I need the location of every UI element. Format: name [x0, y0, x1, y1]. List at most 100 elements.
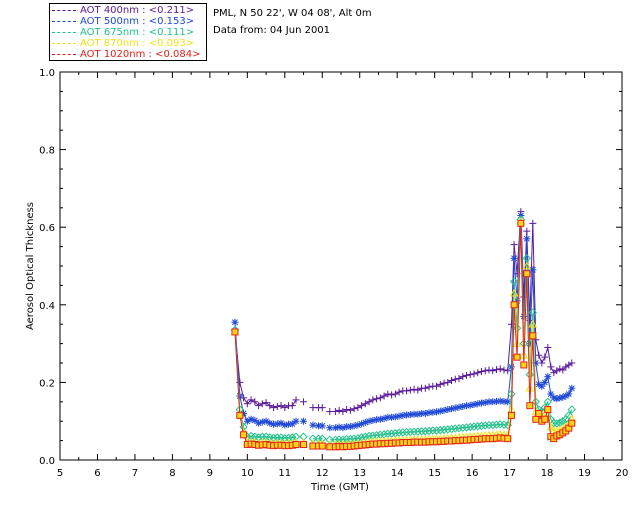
- data-point: [406, 411, 414, 419]
- data-point: [373, 395, 381, 403]
- data-point: [439, 425, 449, 434]
- data-point: [436, 380, 444, 388]
- data-point: [288, 420, 296, 428]
- data-point: [500, 397, 508, 405]
- data-point: [565, 390, 573, 398]
- data-point: [553, 367, 561, 375]
- data-point: [273, 433, 282, 442]
- data-point: [459, 373, 467, 381]
- data-point: [403, 411, 411, 419]
- data-point: [384, 390, 392, 398]
- legend-item-870nm: AOT 870nm : <0.093>: [52, 38, 194, 49]
- legend-label-400nm: AOT 400nm : <0.211>: [80, 5, 195, 16]
- data-point: [243, 417, 251, 425]
- data-point: [388, 391, 396, 399]
- data-point: [361, 400, 369, 408]
- data-point: [470, 370, 478, 378]
- data-point: [354, 404, 362, 412]
- data-point: [343, 406, 351, 414]
- x-tick-label: 11: [278, 468, 291, 479]
- data-point: [528, 319, 538, 328]
- data-point: [410, 410, 418, 418]
- data-point: [281, 421, 289, 429]
- data-point: [523, 227, 531, 235]
- data-point: [273, 420, 281, 428]
- data-point: [436, 407, 444, 415]
- data-point: [455, 375, 463, 383]
- data-point: [492, 397, 500, 405]
- data-point: [402, 427, 411, 437]
- data-point: [251, 398, 259, 406]
- data-point: [231, 328, 239, 336]
- data-point: [568, 419, 576, 427]
- data-point: [432, 426, 441, 435]
- data-point: [504, 367, 512, 375]
- data-point: [369, 416, 377, 424]
- data-point: [462, 423, 471, 432]
- data-point: [477, 421, 486, 431]
- data-point: [292, 440, 300, 448]
- data-point: [544, 406, 552, 414]
- data-point: [447, 424, 456, 434]
- date-text: Data from: 04 Jun 2001: [213, 25, 331, 36]
- data-point: [292, 396, 300, 404]
- x-tick-label: 7: [132, 468, 138, 479]
- data-point: [315, 422, 323, 430]
- data-point: [500, 366, 508, 374]
- data-point: [358, 402, 366, 410]
- data-point: [326, 443, 334, 451]
- data-point: [513, 353, 521, 361]
- data-point: [380, 414, 388, 422]
- data-point: [391, 413, 399, 421]
- data-point: [231, 318, 239, 326]
- data-point: [335, 406, 343, 414]
- data-point: [481, 367, 489, 375]
- y-tick-label: 0.2: [39, 378, 55, 389]
- data-point: [309, 421, 317, 429]
- data-point: [550, 369, 558, 377]
- x-axis-label: Time (GMT): [310, 482, 369, 493]
- data-point: [510, 241, 518, 249]
- data-point: [318, 422, 326, 430]
- data-point: [513, 297, 521, 305]
- data-point: [451, 375, 459, 383]
- data-point: [517, 219, 525, 227]
- data-point: [529, 219, 537, 227]
- data-point: [492, 420, 501, 429]
- data-point: [300, 440, 308, 448]
- data-point: [258, 418, 266, 426]
- data-point: [384, 413, 392, 421]
- data-point: [444, 406, 452, 414]
- x-tick-label: 10: [241, 468, 254, 479]
- data-point: [489, 367, 497, 375]
- data-point: [342, 434, 351, 444]
- data-point: [481, 399, 489, 407]
- x-tick-label: 13: [353, 468, 366, 479]
- data-point: [535, 351, 543, 359]
- data-point: [436, 425, 445, 435]
- data-point: [440, 379, 448, 387]
- data-point: [535, 409, 543, 417]
- data-point: [288, 402, 296, 410]
- data-point: [349, 434, 359, 443]
- data-point: [413, 427, 423, 436]
- legend-label-500nm: AOT 500nm : <0.153>: [80, 16, 195, 27]
- data-point: [492, 366, 500, 374]
- data-point: [532, 415, 540, 423]
- data-point: [247, 415, 255, 423]
- data-point: [326, 424, 334, 432]
- series-1: [231, 212, 576, 432]
- legend-swatch-400nm: [52, 10, 76, 11]
- x-tick-label: 5: [57, 468, 63, 479]
- data-point: [373, 416, 381, 424]
- x-tick-label: 17: [503, 468, 516, 479]
- data-point: [440, 406, 448, 414]
- data-point: [504, 435, 512, 443]
- data-point: [266, 419, 274, 427]
- data-point: [247, 396, 255, 404]
- data-point: [266, 402, 274, 410]
- data-point: [541, 415, 549, 423]
- data-point: [255, 419, 263, 427]
- data-point: [448, 405, 456, 413]
- data-point: [546, 422, 556, 431]
